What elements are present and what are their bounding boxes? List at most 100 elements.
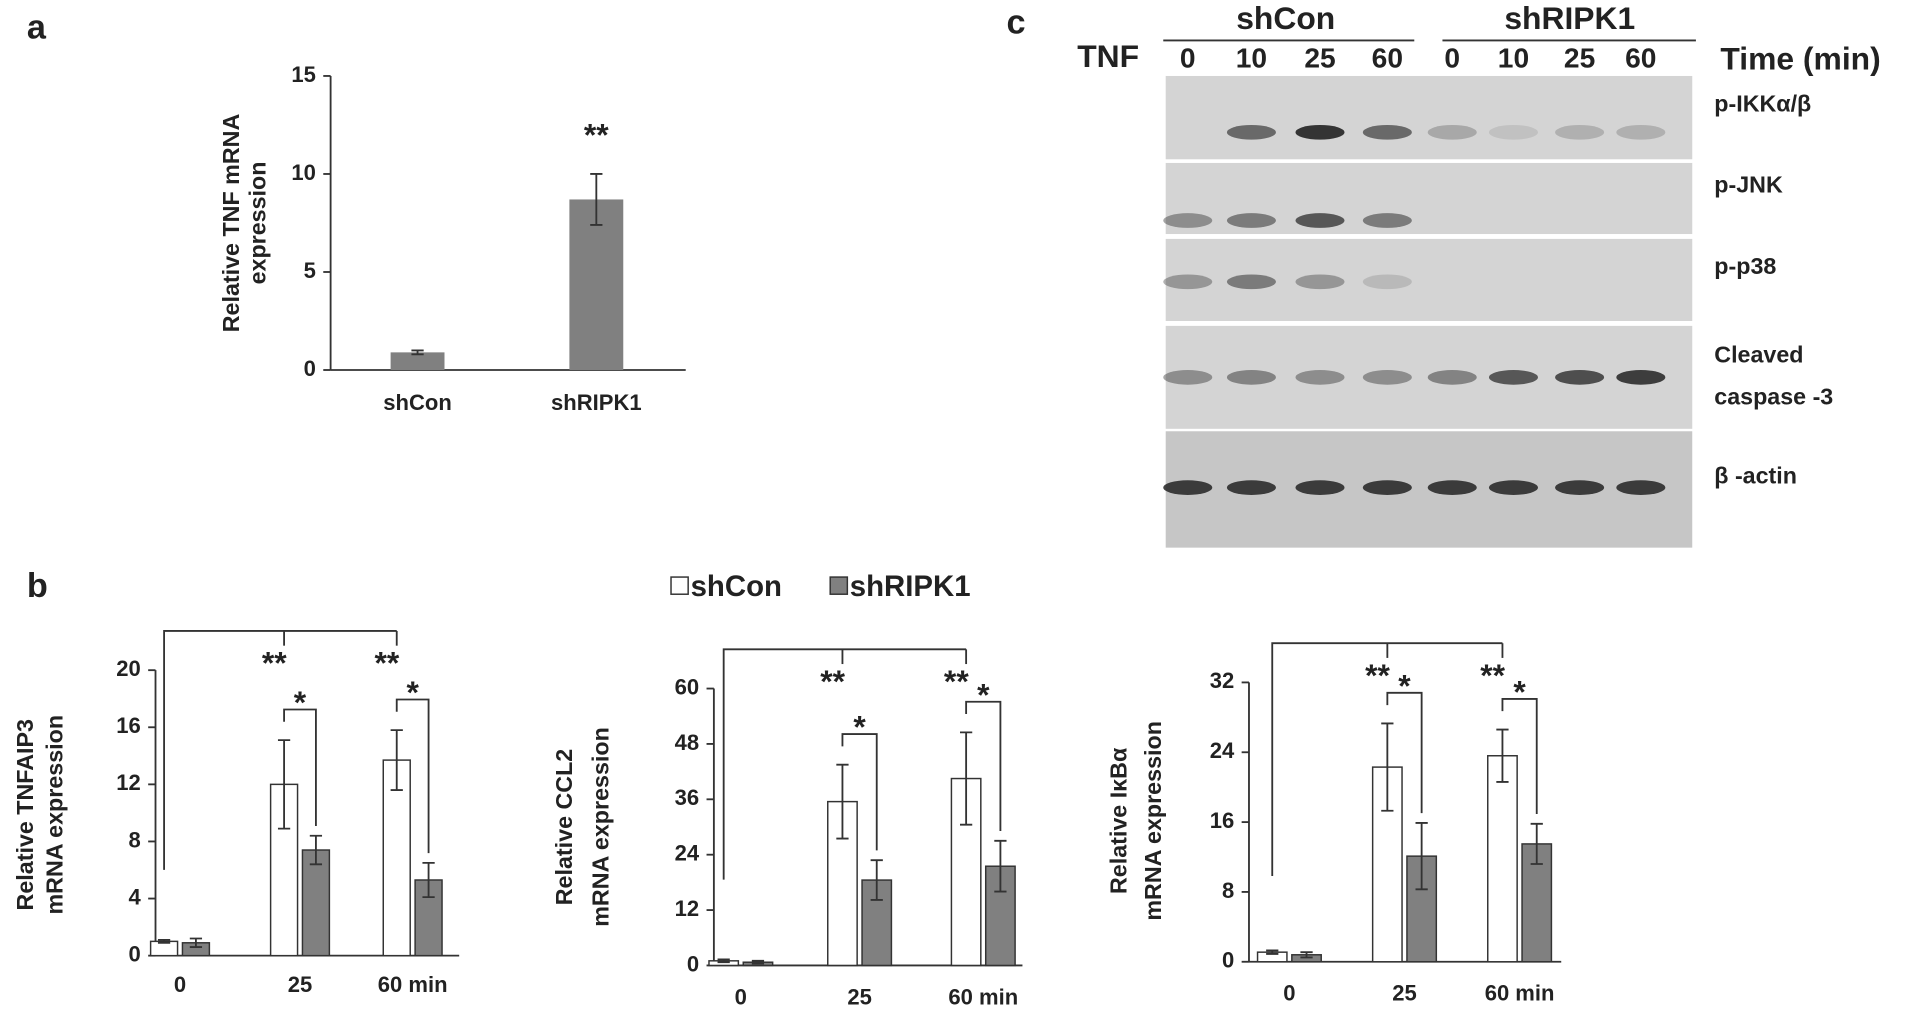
pair-bracket: [965, 700, 1002, 832]
error-bar: [717, 958, 730, 964]
error-bar: [1530, 822, 1543, 865]
blot-band: [1163, 370, 1213, 385]
significance-bracket: [1271, 642, 1503, 877]
group-label: shRIPK1: [1504, 0, 1635, 36]
y-axis-label: mRNA expression: [588, 727, 614, 927]
significance-label: **: [1480, 657, 1505, 693]
error-bar: [1300, 951, 1313, 959]
bar: [382, 759, 411, 957]
y-axis-label: mRNA expression: [1140, 721, 1166, 921]
y-tick-label: 0: [304, 356, 316, 381]
blot-band: [1488, 480, 1538, 495]
blot-band: [1295, 213, 1345, 228]
blot-band: [1427, 370, 1477, 385]
significance-label: *: [977, 676, 990, 712]
y-tick-label: 48: [675, 730, 700, 755]
x-tick-label: 60 min: [378, 972, 448, 997]
blot-band: [1488, 370, 1538, 385]
blot-row-label: p-IKKα/β: [1714, 91, 1811, 117]
error-bar: [157, 939, 171, 944]
bar: [861, 879, 893, 967]
panel-label: b: [27, 567, 48, 605]
blot-band: [1226, 480, 1276, 495]
significance-label: **: [1365, 657, 1390, 693]
blot-band: [1555, 124, 1605, 140]
error-bar: [1415, 822, 1428, 891]
blot-strip: [1165, 75, 1693, 160]
blot-band: [1163, 480, 1213, 495]
y-tick-label: 10: [291, 160, 316, 185]
lane-label: 0: [1180, 41, 1196, 73]
blot-band: [1427, 480, 1477, 495]
significance-label: *: [1398, 667, 1411, 703]
y-tick-label: 24: [1210, 738, 1235, 763]
legend-label: shRIPK1: [850, 570, 971, 603]
lane-label: 60: [1625, 41, 1656, 73]
bar: [269, 783, 299, 957]
error-bar: [870, 859, 883, 901]
significance-label: **: [944, 663, 969, 699]
bar: [301, 849, 331, 957]
error-bar: [994, 839, 1007, 893]
panel-label: a: [27, 8, 47, 46]
significance-bracket: [163, 630, 397, 870]
blot-row-label: β -actin: [1714, 462, 1797, 488]
significance-label: **: [584, 117, 609, 153]
y-axis-label: Relative TNF mRNA: [218, 114, 244, 333]
blot-band: [1616, 370, 1666, 385]
error-bar: [390, 729, 403, 791]
lane-label: 25: [1304, 41, 1335, 73]
x-tick-label: shCon: [383, 390, 452, 415]
x-tick-label: 25: [1392, 981, 1417, 1006]
blot-band: [1362, 274, 1412, 290]
blot-band: [1362, 480, 1412, 495]
blot-strip: [1165, 325, 1693, 429]
blot-band: [1226, 124, 1276, 140]
significance-label: **: [820, 663, 845, 699]
x-tick-label: 60 min: [948, 984, 1018, 1009]
y-tick-label: 0: [129, 941, 141, 966]
treatment-label: TNF: [1077, 38, 1139, 74]
error-bar: [1381, 722, 1394, 812]
error-bar: [836, 763, 849, 840]
y-tick-label: 12: [675, 896, 700, 921]
time-label: Time (min): [1720, 41, 1880, 77]
y-tick-label: 5: [304, 258, 316, 283]
blot-band: [1362, 124, 1412, 140]
error-bar: [277, 739, 291, 830]
blot-band: [1616, 480, 1666, 495]
pair-bracket: [1386, 691, 1423, 814]
lane-label: 25: [1564, 41, 1595, 73]
x-tick-label: 25: [288, 972, 313, 997]
y-axis-label: mRNA expression: [41, 715, 67, 915]
pair-bracket: [841, 733, 878, 851]
significance-label: *: [1513, 673, 1526, 709]
x-tick-label: 25: [847, 984, 872, 1009]
error-bar: [960, 731, 973, 826]
blot-band: [1226, 213, 1276, 228]
blot-row-label: Cleaved: [1714, 342, 1803, 368]
blot-band: [1555, 480, 1605, 495]
y-tick-label: 0: [687, 951, 699, 976]
blot-band: [1226, 370, 1276, 385]
y-tick-label: 16: [116, 713, 141, 738]
y-tick-label: 0: [1222, 948, 1234, 973]
blot-band: [1295, 274, 1345, 290]
blot-band: [1163, 274, 1213, 290]
blot-band: [1295, 370, 1345, 385]
x-tick-label: 0: [174, 972, 186, 997]
blot-row-label: p-p38: [1714, 253, 1776, 279]
lane-label: 10: [1498, 41, 1529, 73]
panel-label: c: [1007, 4, 1026, 42]
error-bar: [189, 937, 203, 948]
y-axis-label: Relative TNFAIP3: [12, 719, 38, 910]
legend-swatch: [670, 576, 689, 595]
blot-band: [1427, 124, 1477, 140]
y-tick-label: 36: [675, 785, 700, 810]
lane-label: 60: [1372, 41, 1403, 73]
blot-band: [1163, 213, 1213, 228]
bar: [569, 199, 624, 371]
y-axis-label: expression: [245, 162, 271, 285]
pair-bracket: [283, 708, 317, 826]
